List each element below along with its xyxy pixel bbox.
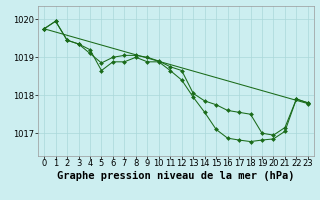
X-axis label: Graphe pression niveau de la mer (hPa): Graphe pression niveau de la mer (hPa) xyxy=(57,171,295,181)
